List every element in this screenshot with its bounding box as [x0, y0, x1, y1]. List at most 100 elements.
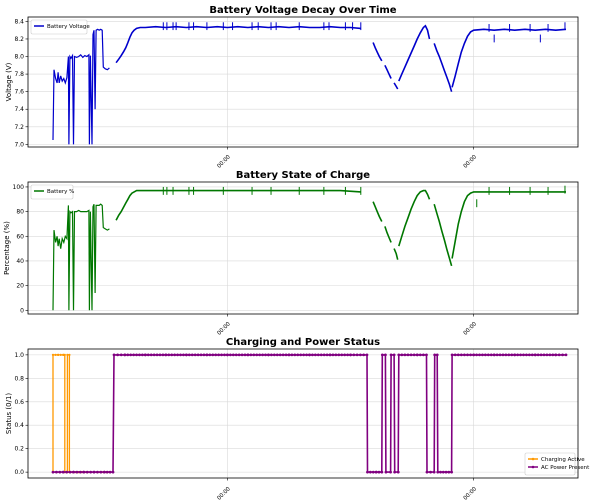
plot-frame	[27, 181, 579, 315]
series-marker	[331, 353, 335, 357]
series-marker	[75, 470, 79, 474]
series-line	[384, 64, 392, 79]
series-marker	[278, 353, 282, 357]
series-marker	[226, 353, 229, 357]
chart-panel-2: Battery State of Charge Percentage (%) 0 20…	[3, 170, 579, 337]
series-2	[51, 353, 568, 474]
series-marker	[396, 470, 400, 474]
series-marker	[108, 470, 112, 474]
series-marker	[68, 353, 71, 356]
series-marker	[358, 353, 362, 357]
series-marker	[498, 353, 502, 357]
series-marker	[447, 470, 451, 474]
series-line	[52, 354, 110, 473]
series-marker	[155, 353, 159, 357]
series-marker	[78, 470, 82, 474]
series-marker	[450, 470, 454, 474]
y-tick-label: 0.0	[14, 469, 24, 476]
series-marker	[116, 353, 120, 357]
legend-label: Battery Voltage	[47, 24, 90, 30]
series-marker	[415, 353, 419, 357]
legend-marker	[531, 465, 535, 469]
series-marker	[240, 353, 244, 357]
series-marker	[176, 353, 179, 357]
series-marker	[92, 470, 96, 474]
series-marker	[557, 353, 561, 357]
plot-frame	[27, 16, 579, 148]
series-marker	[397, 353, 401, 357]
y-tick-label: 0.4	[14, 422, 24, 429]
series-marker	[51, 353, 55, 356]
series-marker	[246, 353, 250, 357]
series-marker	[472, 353, 476, 357]
series-marker	[96, 470, 99, 474]
y-tick-label: 0.8	[14, 375, 24, 382]
y-axis-label: Percentage (%)	[3, 221, 11, 275]
plot-area	[51, 353, 568, 474]
series-marker	[234, 353, 238, 357]
series-line	[451, 28, 567, 88]
series-marker	[132, 353, 136, 357]
series-marker	[475, 353, 478, 357]
chart-panel-3: Charging and Power Status Status (0/1) 0.0…	[5, 337, 590, 500]
series-marker	[548, 353, 552, 357]
series-marker	[129, 353, 133, 357]
series-marker	[530, 353, 534, 357]
series-line	[393, 82, 399, 90]
series-marker	[352, 353, 356, 357]
series-marker	[346, 353, 350, 357]
series-marker	[55, 470, 58, 474]
series-marker	[478, 353, 481, 357]
series-line	[53, 354, 566, 473]
series-marker	[179, 353, 182, 357]
series-marker	[501, 353, 505, 357]
series-marker	[187, 353, 191, 357]
y-tick-label: 7.8	[14, 71, 24, 78]
series-marker	[334, 353, 338, 357]
series-marker	[258, 353, 262, 357]
series-marker	[389, 353, 393, 357]
series-marker	[252, 353, 256, 357]
chart-title: Charging and Power Status	[226, 337, 380, 348]
series-marker	[337, 353, 341, 357]
series-marker	[469, 353, 472, 357]
series-line	[115, 25, 361, 64]
series-marker	[143, 353, 147, 357]
series-marker	[311, 353, 314, 357]
legend: Battery Voltage	[30, 19, 90, 35]
series-marker	[228, 353, 232, 357]
series-marker	[486, 353, 490, 357]
series-marker	[433, 353, 437, 357]
series-marker	[463, 353, 466, 357]
series-line	[393, 248, 399, 260]
series-marker	[281, 353, 285, 357]
series-marker	[418, 353, 422, 357]
series-marker	[62, 353, 65, 356]
series-marker	[542, 353, 546, 357]
y-tick-label: 100	[13, 184, 25, 191]
series-marker	[545, 353, 549, 357]
series-marker	[459, 353, 463, 357]
series-marker	[126, 353, 130, 357]
series-marker	[61, 470, 65, 474]
series-marker	[513, 353, 517, 357]
x-tick-label: 00:00	[463, 486, 479, 500]
series-marker	[453, 353, 457, 357]
series-marker	[66, 353, 69, 356]
series-marker	[507, 353, 511, 357]
series-marker	[368, 470, 372, 474]
plot-frame	[27, 348, 579, 479]
series-marker	[272, 353, 276, 357]
series-marker	[149, 353, 153, 357]
series-marker	[211, 353, 215, 357]
series-marker	[384, 353, 387, 357]
series-marker	[82, 470, 86, 474]
series-marker	[199, 353, 203, 357]
series-marker	[217, 353, 221, 357]
series-marker	[384, 470, 388, 474]
series-marker	[489, 353, 493, 357]
series-marker	[522, 353, 525, 357]
y-tick-label: 0.6	[14, 399, 24, 406]
series-marker	[365, 353, 369, 357]
series-marker	[551, 353, 555, 357]
